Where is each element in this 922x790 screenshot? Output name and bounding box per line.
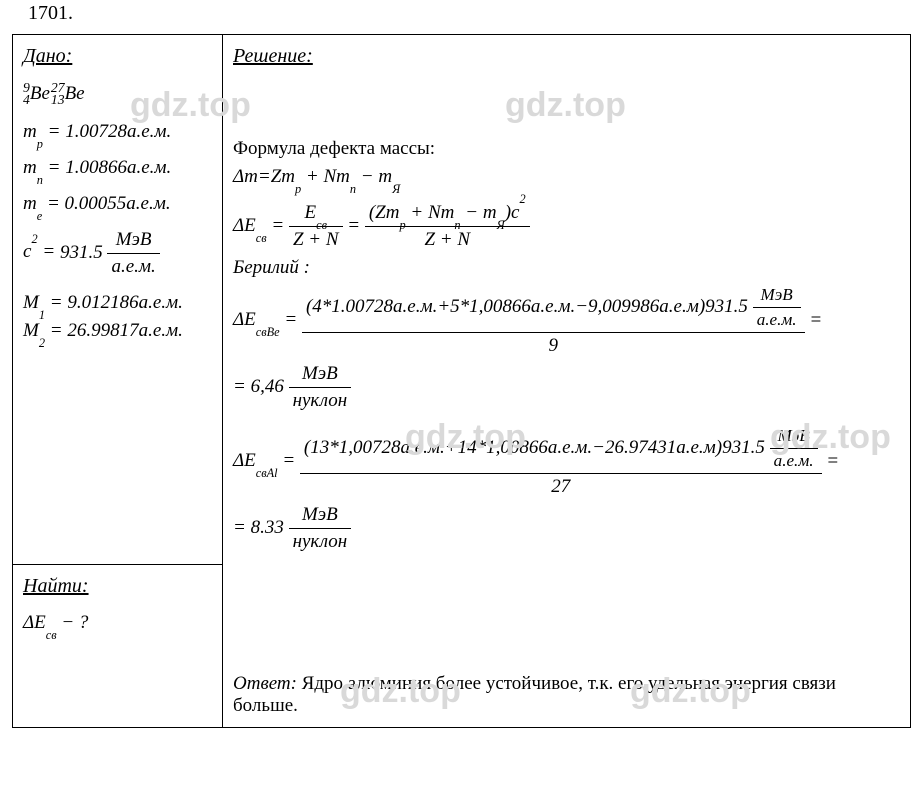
solution-table: Дано: 94Be2713Be mp = 1.00728а.е.м. mn =… <box>12 34 911 728</box>
m1-line: M1 = 9.012186а.е.м. <box>23 292 212 314</box>
answer-block: Ответ: Ядро алюминия более устойчивое, т… <box>233 673 893 717</box>
be-calc-line: ΔEсвBe = (4*1.00728а.е.м.+5*1,00866а.е.м… <box>233 285 900 357</box>
al-result-line: = 8.33 МэВнуклон <box>233 504 900 553</box>
me-line: me = 0.00055а.е.м. <box>23 193 212 215</box>
mn-line: mn = 1.00866а.е.м. <box>23 157 212 179</box>
answer-label: Ответ: <box>233 673 297 694</box>
c2-line: c2 = 931.5 МэВа.е.м. <box>23 229 212 278</box>
find-cell: Найти: ΔEсв − ? <box>13 564 223 727</box>
mass-defect-formula: Δm=Zmp + Nmn − mЯ <box>233 166 900 188</box>
problem-number: 1701. <box>28 2 73 25</box>
be-result-line: = 6,46 МэВнуклон <box>233 363 900 412</box>
find-line: ΔEсв − ? <box>23 612 212 634</box>
beryllium-label: Берилий : <box>233 257 900 279</box>
answer-text: Ядро алюминия более устойчивое, т.к. его… <box>233 673 836 716</box>
find-heading: Найти: <box>23 575 212 598</box>
solution-heading: Решение: <box>233 45 900 68</box>
physics-solution-page: 1701. Дано: 94Be2713Be mp = 1.00728а.е.м… <box>0 0 922 790</box>
specific-energy-formula: ΔEсв = EсвZ + N = (Zmp + Nmn − mЯ)c2Z + … <box>233 202 900 251</box>
al-calc-line: ΔEсвAl = (13*1,00728а.е.м.+14*1,00866а.е… <box>233 426 900 498</box>
mp-line: mp = 1.00728а.е.м. <box>23 121 212 143</box>
given-heading: Дано: <box>23 45 212 68</box>
mass-defect-label: Формула дефекта массы: <box>233 138 900 160</box>
m2-line: M2 = 26.99817а.е.м. <box>23 320 212 342</box>
solution-cell: Решение: Формула дефекта массы: Δm=Zmp +… <box>223 35 911 728</box>
given-cell: Дано: 94Be2713Be mp = 1.00728а.е.м. mn =… <box>13 35 223 565</box>
nuclides-line: 94Be2713Be <box>23 82 212 107</box>
